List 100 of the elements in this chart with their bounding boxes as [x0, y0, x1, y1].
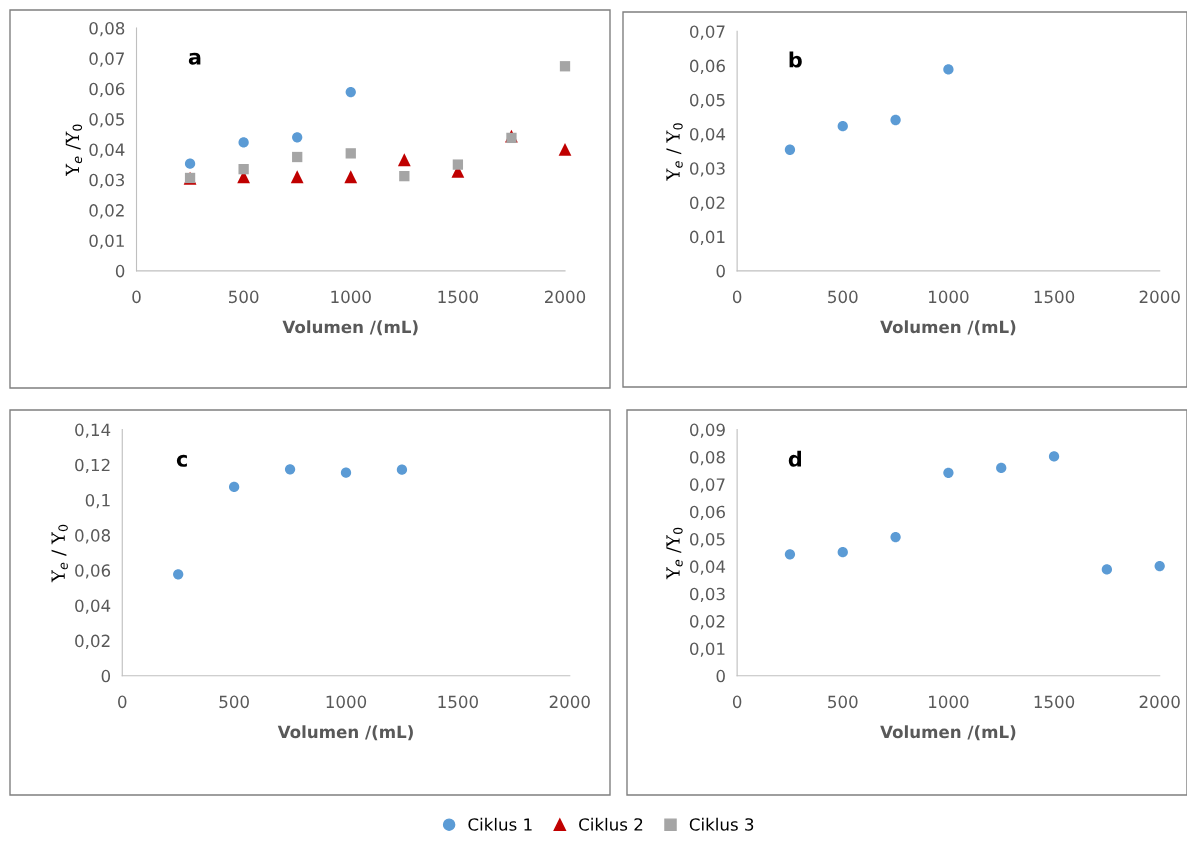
- x-tick-label: 1000: [326, 695, 367, 709]
- point: [292, 132, 303, 143]
- point: [345, 148, 356, 159]
- y-tick-label: 0,03: [89, 173, 125, 189]
- y-tick-label: 0,01: [89, 234, 124, 249]
- y-tick-label: 0,05: [690, 532, 725, 548]
- point: [890, 114, 901, 126]
- y-tick-label: 0,02: [690, 615, 725, 630]
- y-tick-label: 0,01: [690, 230, 725, 245]
- annotation: d: [788, 450, 801, 467]
- y-tick-label: 0,07: [690, 25, 725, 40]
- y-tick-label: 0,08: [690, 450, 725, 466]
- x-tick-label: 0: [132, 290, 141, 304]
- y-tick-label: 0,04: [89, 143, 125, 158]
- y-tick-label: 0: [716, 264, 725, 278]
- x-axis-title: Volumen /(mL): [277, 725, 413, 741]
- x-tick-label: 500: [229, 290, 259, 304]
- y-tick-label: 0,01: [690, 642, 725, 657]
- point: [1048, 451, 1060, 462]
- x-tick-label: 1000: [929, 695, 969, 709]
- point: [228, 481, 240, 493]
- point: [784, 549, 796, 560]
- x-axis-title: Volumen /(mL): [880, 725, 1016, 741]
- x-tick-label: 1000: [331, 290, 371, 304]
- y-tick-label: 0,06: [75, 564, 111, 579]
- y-axis-title: Y$_{e}$ / Y$_{0}$: [666, 123, 683, 181]
- point: [396, 464, 408, 475]
- x-tick-label: 2000: [1139, 290, 1180, 304]
- y-tick-label: 0,02: [89, 204, 124, 219]
- point: [890, 531, 901, 543]
- y-tick-label: 0: [115, 264, 125, 278]
- y-tick-label: 0,08: [89, 21, 125, 37]
- point: [1154, 560, 1165, 572]
- x-tick-label: 500: [828, 290, 858, 304]
- y-tick-label: 0,03: [690, 587, 725, 602]
- y-tick-label: 0: [101, 669, 111, 683]
- y-tick-label: 0,05: [89, 113, 124, 128]
- x-tick-label: 2000: [545, 290, 586, 304]
- legend-label: Ciklus 1: [468, 817, 532, 831]
- legend-label: Ciklus 3: [689, 817, 754, 831]
- x-axis-title: Volumen /(mL): [282, 320, 418, 336]
- point: [943, 467, 954, 478]
- x-tick-label: 1500: [1034, 695, 1075, 709]
- point: [238, 164, 249, 175]
- y-tick-label: 0,06: [690, 59, 725, 74]
- y-tick-label: 0,04: [690, 127, 726, 143]
- point: [238, 137, 249, 148]
- point: [173, 569, 184, 580]
- point: [559, 61, 571, 72]
- x-axis-title: Volumen /(mL): [880, 320, 1016, 336]
- x-tick-label: 2000: [1139, 695, 1180, 709]
- x-tick-label: 1000: [929, 290, 969, 304]
- y-tick-label: 0,09: [690, 423, 725, 438]
- point: [837, 547, 848, 558]
- point: [943, 64, 954, 75]
- y-tick-label: 0,08: [75, 529, 111, 544]
- point: [292, 151, 303, 163]
- x-tick-label: 2000: [549, 695, 590, 709]
- point: [344, 170, 358, 184]
- y-tick-label: 0: [716, 669, 725, 683]
- point: [397, 153, 411, 167]
- y-axis-title: Y$_{e}$ /Y$_{0}$: [666, 527, 683, 580]
- point: [345, 86, 356, 98]
- y-tick-label: 0,1: [85, 493, 110, 509]
- y-tick-label: 0,02: [690, 196, 725, 211]
- point: [558, 143, 572, 156]
- point: [340, 467, 352, 478]
- point: [290, 170, 304, 184]
- legend-label: Ciklus 2: [579, 817, 643, 831]
- y-tick-label: 0,04: [690, 560, 726, 575]
- y-tick-label: 0,06: [690, 505, 725, 520]
- y-tick-label: 0,14: [75, 423, 111, 438]
- point: [399, 170, 410, 182]
- y-tick-label: 0,04: [75, 599, 111, 614]
- x-tick-label: 500: [219, 695, 249, 709]
- point: [284, 464, 296, 475]
- point: [784, 144, 796, 155]
- y-tick-label: 0,07: [690, 478, 725, 493]
- annotation: a: [188, 52, 201, 65]
- y-axis-title: Y$_{e}$ / Y$_{0}$: [51, 524, 68, 583]
- y-tick-label: 0,03: [690, 162, 725, 177]
- x-tick-label: 1500: [1034, 290, 1075, 304]
- y-tick-label: 0,07: [89, 52, 124, 67]
- y-tick-label: 0,05: [690, 93, 725, 109]
- x-tick-label: 0: [732, 290, 742, 304]
- point: [1101, 564, 1113, 575]
- annotation: c: [176, 454, 187, 467]
- x-tick-label: 500: [828, 695, 858, 709]
- x-tick-label: 1500: [438, 290, 478, 304]
- y-tick-label: 0,06: [89, 82, 125, 97]
- point: [184, 158, 196, 169]
- annotation: b: [789, 51, 802, 68]
- point: [996, 462, 1007, 474]
- x-tick-label: 1500: [438, 695, 478, 709]
- y-tick-label: 0,02: [75, 634, 110, 649]
- x-tick-label: 0: [732, 695, 742, 709]
- point: [837, 121, 848, 132]
- y-tick-label: 0,12: [75, 458, 110, 474]
- point: [452, 159, 464, 170]
- y-axis-title: Y$_{e}$ /Y$_{0}$: [65, 124, 83, 177]
